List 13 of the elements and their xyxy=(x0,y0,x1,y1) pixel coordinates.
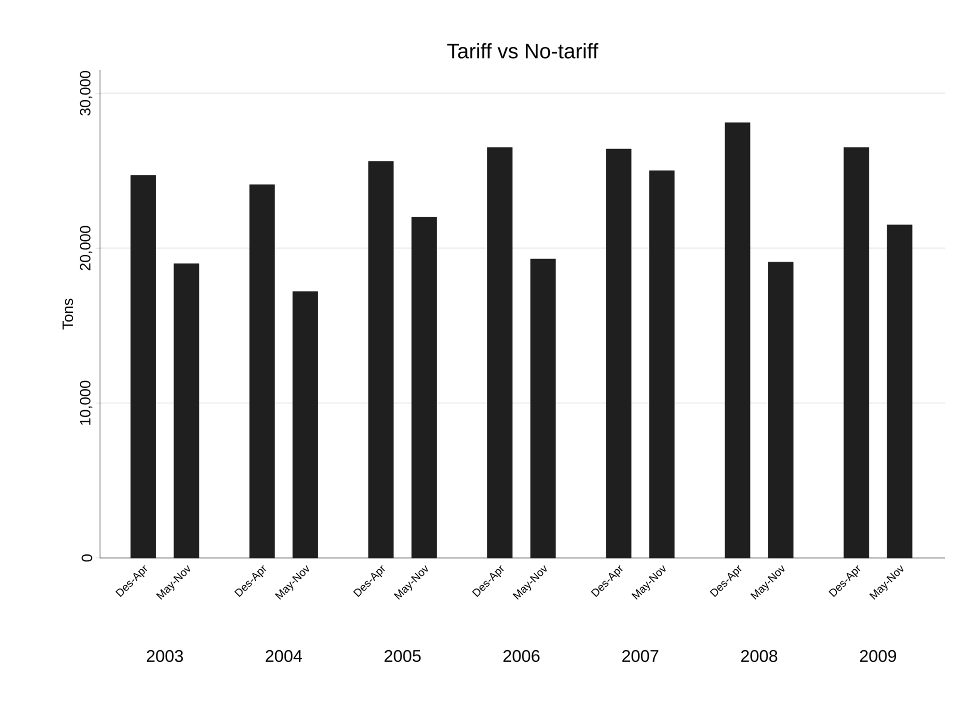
y-tick-label: 10,000 xyxy=(80,380,92,425)
y-tick-label: 30,000 xyxy=(80,70,92,116)
y-tick-label: 0 xyxy=(82,554,92,562)
y-tick-label: 20,000 xyxy=(80,226,92,270)
text: 2006 xyxy=(503,650,540,662)
text: 2009 xyxy=(860,650,896,662)
text: 2004 xyxy=(266,650,302,662)
chart-title: Tariff vs No-tariff xyxy=(447,43,598,58)
text: 2003 xyxy=(146,650,183,662)
text: 2008 xyxy=(741,650,778,662)
y-axis-title: Tons xyxy=(62,298,74,330)
text: 2005 xyxy=(384,650,421,662)
text: 2007 xyxy=(622,650,658,662)
